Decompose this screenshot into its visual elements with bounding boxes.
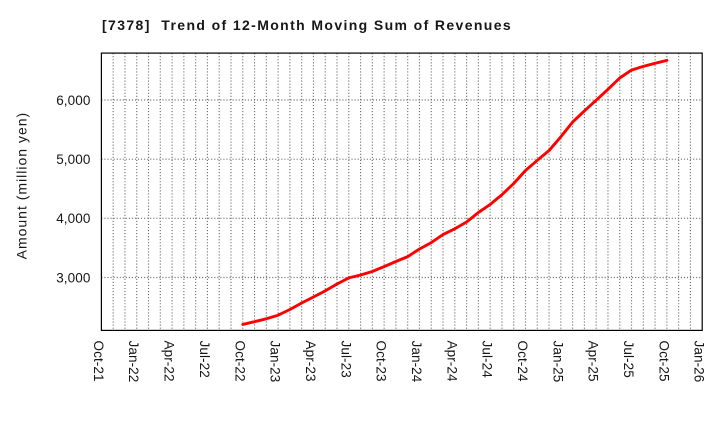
svg-text:3,000: 3,000 xyxy=(56,270,90,285)
svg-text:Jan-23: Jan-23 xyxy=(268,341,283,383)
svg-text:Apr-22: Apr-22 xyxy=(162,341,177,382)
svg-text:Apr-25: Apr-25 xyxy=(586,341,601,382)
svg-text:Jul-23: Jul-23 xyxy=(338,341,353,378)
svg-text:Jan-26: Jan-26 xyxy=(692,341,707,383)
svg-text:Oct-25: Oct-25 xyxy=(656,341,671,382)
svg-text:Oct-21: Oct-21 xyxy=(91,341,106,382)
svg-text:Oct-24: Oct-24 xyxy=(515,341,530,383)
svg-text:Jul-25: Jul-25 xyxy=(621,341,636,378)
svg-text:4,000: 4,000 xyxy=(56,211,90,226)
svg-text:6,000: 6,000 xyxy=(56,93,90,108)
svg-text:[7378] Trend of 12-Month Movi: [7378] Trend of 12-Month Moving Sum of R… xyxy=(102,17,512,33)
svg-text:5,000: 5,000 xyxy=(56,152,90,167)
svg-text:Amount (million yen): Amount (million yen) xyxy=(14,112,30,260)
svg-text:Jan-25: Jan-25 xyxy=(550,341,565,383)
svg-text:Apr-24: Apr-24 xyxy=(444,341,459,383)
svg-text:Oct-22: Oct-22 xyxy=(232,341,247,382)
svg-text:Jul-22: Jul-22 xyxy=(197,341,212,378)
svg-text:Oct-23: Oct-23 xyxy=(374,341,389,382)
svg-text:Jan-22: Jan-22 xyxy=(126,341,141,383)
svg-text:Apr-23: Apr-23 xyxy=(303,341,318,382)
svg-text:Jan-24: Jan-24 xyxy=(409,341,424,383)
svg-text:Jul-24: Jul-24 xyxy=(480,341,495,379)
